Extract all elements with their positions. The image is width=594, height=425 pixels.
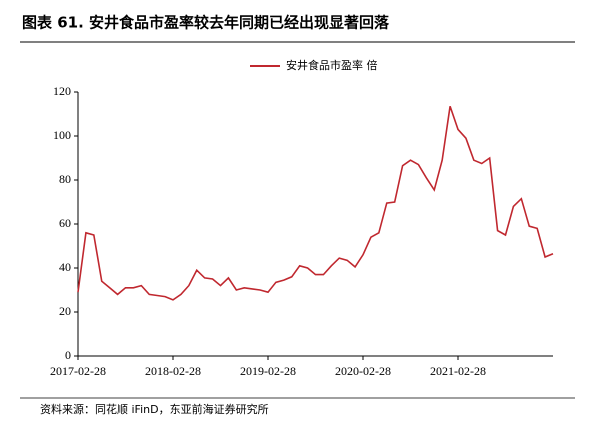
y-tick-label: 0 xyxy=(65,348,71,362)
x-tick-label: 2020-02-28 xyxy=(335,364,391,378)
y-tick-label: 20 xyxy=(59,304,71,318)
chart-title: 图表 61. 安井食品市盈率较去年同期已经出现显著回落 xyxy=(22,14,390,32)
y-tick-label: 40 xyxy=(59,260,71,274)
x-tick-label: 2021-02-28 xyxy=(430,364,486,378)
x-tick-label: 2019-02-28 xyxy=(240,364,296,378)
line-series xyxy=(77,106,554,301)
x-tick-label: 2018-02-28 xyxy=(145,364,201,378)
x-tick-label: 2017-02-28 xyxy=(50,364,106,378)
legend-label: 安井食品市盈率 倍 xyxy=(286,58,378,72)
y-tick-label: 80 xyxy=(59,172,71,186)
y-tick-label: 60 xyxy=(59,216,71,230)
source-note: 资料来源：同花顺 iFinD，东亚前海证券研究所 xyxy=(40,402,269,416)
y-tick-label: 100 xyxy=(53,128,71,142)
y-tick-label: 120 xyxy=(53,84,71,98)
